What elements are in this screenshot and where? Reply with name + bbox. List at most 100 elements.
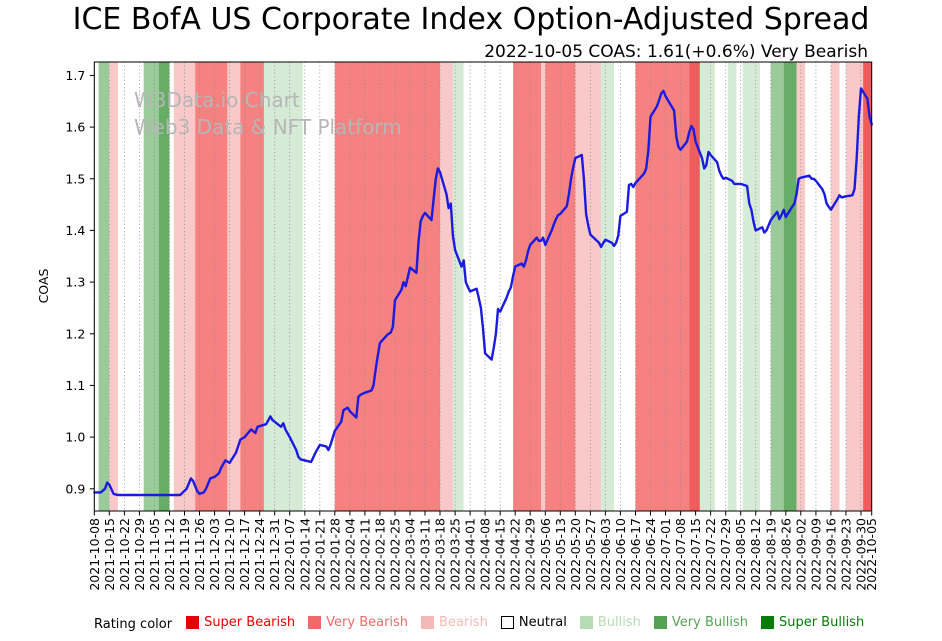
chart-title: ICE BofA US Corporate Index Option-Adjus…	[72, 2, 870, 37]
rating-bands-layer	[98, 62, 872, 511]
x-tick-label: 2022-09-09	[808, 518, 823, 591]
x-tick-label: 2022-01-14	[297, 518, 312, 591]
x-tick-label: 2022-09-30	[853, 518, 868, 591]
x-tick-label: 2022-05-27	[583, 518, 598, 591]
x-tick-label: 2022-07-15	[688, 518, 703, 591]
x-tick-label: 2022-05-06	[538, 518, 553, 591]
x-tick-label: 2022-08-26	[778, 518, 793, 591]
x-tick-label: 2022-02-11	[357, 518, 372, 591]
x-tick-label: 2022-05-13	[553, 518, 568, 591]
legend-item-very-bearish: Very Bearish	[308, 615, 408, 630]
x-tick-label: 2021-11-19	[177, 518, 192, 591]
rating-band-very_bullish	[143, 62, 159, 511]
legend-item-super-bullish: Super Bullish	[760, 615, 865, 630]
coas-series-line	[93, 87, 873, 497]
x-tick-label: 2021-12-31	[267, 518, 282, 591]
legend-item-label: Super Bearish	[204, 615, 296, 630]
x-tick-label: 2021-12-03	[207, 518, 222, 591]
legend-swatch-icon	[308, 616, 322, 629]
y-tick-label: 1.1	[65, 378, 85, 393]
x-tick-label: 2022-07-01	[658, 518, 673, 591]
x-tick-label: 2022-07-08	[673, 518, 688, 591]
x-tick-label: 2021-11-12	[162, 518, 177, 591]
rating-band-super_bullish	[783, 62, 797, 511]
rating-band-bearish	[830, 62, 840, 511]
legend-swatch-icon	[500, 616, 514, 629]
y-tick-label: 1.7	[65, 68, 85, 83]
y-tick-label: 1.4	[65, 223, 85, 238]
x-tick-label: 2022-09-02	[793, 518, 808, 591]
y-tick-label: 1.0	[65, 430, 85, 445]
plot-border	[93, 61, 873, 512]
y-tick-label: 1.2	[65, 326, 85, 341]
rating-band-bearish	[227, 62, 241, 511]
rating-band-bullish	[699, 62, 715, 511]
legend-item-label: Very Bearish	[326, 615, 409, 630]
watermark-line2: Web3 Data & NFT Platform	[134, 115, 402, 139]
rating-band-bullish	[601, 62, 614, 511]
x-tick-label: 2022-01-28	[327, 518, 342, 591]
rating-band-super_bearish	[689, 62, 700, 511]
x-tick-label: 2021-10-08	[87, 518, 102, 591]
x-tick-label: 2021-12-10	[222, 518, 237, 591]
legend-item-label: Super Bullish	[778, 615, 865, 630]
rating-band-bearish	[109, 62, 118, 511]
x-tick-label: 2022-06-24	[643, 518, 658, 591]
x-tick-label: 2021-12-17	[237, 518, 252, 591]
rating-band-bullish	[452, 62, 464, 511]
legend-item-label: Very Bullish	[671, 615, 748, 630]
legend-swatch-icon	[186, 616, 200, 629]
rating-band-bearish	[440, 62, 453, 511]
x-tick-label: 2021-10-29	[132, 518, 147, 591]
x-tick-label: 2022-07-29	[718, 518, 733, 591]
rating-band-bearish	[541, 62, 546, 511]
legend-title: Rating color	[94, 616, 173, 632]
rating-band-bullish	[264, 62, 303, 511]
x-tick-label: 2022-04-29	[523, 518, 538, 591]
legend-item-label: Bullish	[597, 615, 641, 630]
x-tick-label: 2022-08-05	[733, 518, 748, 591]
legend-item-bearish: Bearish	[421, 615, 488, 630]
rating-band-bullish	[742, 62, 760, 511]
rating-band-bearish	[845, 62, 864, 511]
x-tick-label: 2021-10-22	[117, 518, 132, 591]
x-tick-label: 2022-06-17	[628, 518, 643, 591]
x-tick-label: 2022-02-04	[342, 518, 357, 591]
x-tick-label: 2022-05-20	[568, 518, 583, 591]
rating-band-very_bearish	[334, 62, 440, 511]
axes-layer	[89, 61, 873, 516]
legend-item-neutral: Neutral	[500, 615, 567, 630]
chart-subtitle: 2022-10-05 COAS: 1.61(+0.6%) Very Bearis…	[484, 42, 868, 62]
rating-band-very_bearish	[545, 62, 576, 511]
rating-legend: Rating color Super Bearish Very Bearish Be…	[94, 615, 877, 633]
legend-item-super-bearish: Super Bearish	[186, 615, 295, 630]
rating-band-bearish	[796, 62, 806, 511]
x-tick-label: 2022-07-22	[703, 518, 718, 591]
x-tick-label: 2022-03-18	[433, 518, 448, 591]
legend-swatch-icon	[760, 616, 774, 629]
watermark-line1: W3Data.io Chart	[134, 88, 300, 112]
x-tick-label: 2022-10-05	[864, 518, 879, 591]
legend-items: Super Bearish Very Bearish Bearish Neutral B…	[186, 615, 877, 633]
x-tick-label: 2022-04-08	[478, 518, 493, 591]
x-tick-label: 2022-06-10	[613, 518, 628, 591]
legend-swatch-icon	[421, 616, 435, 629]
rating-band-very_bearish	[240, 62, 264, 511]
legend-item-very-bullish: Very Bullish	[653, 615, 748, 630]
rating-band-very_bearish	[513, 62, 541, 511]
legend-swatch-icon	[579, 616, 593, 629]
y-axis-label: COAS	[36, 269, 51, 304]
x-tick-label: 2021-11-26	[192, 518, 207, 591]
x-tick-label: 2021-11-05	[147, 518, 162, 591]
rating-band-very_bearish	[195, 62, 228, 511]
x-tick-label: 2022-09-16	[823, 518, 838, 591]
rating-band-bullish	[727, 62, 737, 511]
watermark: W3Data.io Chart Web3 Data & NFT Platform	[134, 88, 402, 139]
x-tick-label: 2022-02-25	[387, 518, 402, 591]
y-tick-label: 1.6	[65, 120, 85, 135]
x-tick-label: 2022-08-12	[748, 518, 763, 591]
x-tick-label: 2022-03-11	[418, 518, 433, 591]
